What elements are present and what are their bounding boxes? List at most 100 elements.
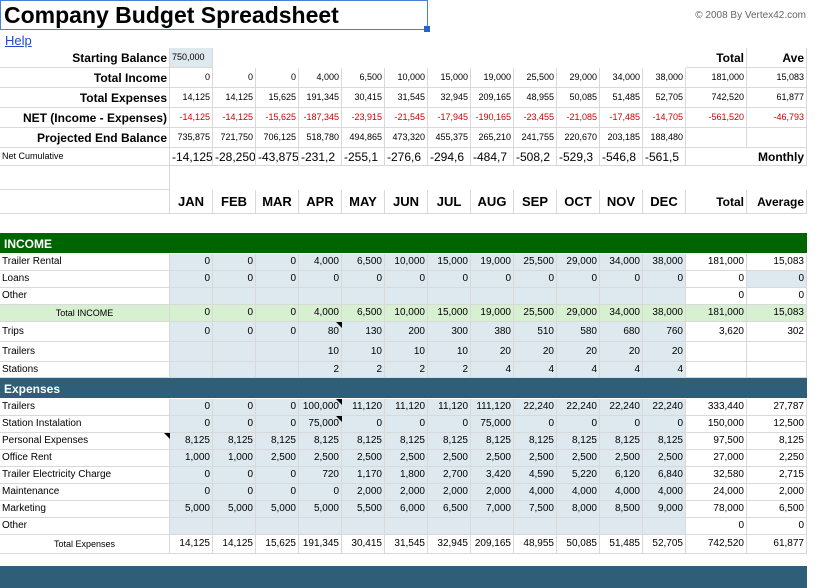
- expense-value[interactable]: 2,500: [557, 450, 600, 467]
- income-value[interactable]: 0: [385, 271, 428, 288]
- title-cell-selection[interactable]: [0, 0, 428, 30]
- expense-value[interactable]: 1,800: [385, 467, 428, 484]
- summary-ave[interactable]: 61,877: [747, 88, 807, 108]
- summary-value[interactable]: 265,210: [471, 128, 514, 148]
- driver-value[interactable]: 510: [514, 322, 557, 342]
- income-value[interactable]: 0: [600, 271, 643, 288]
- month-header[interactable]: NOV: [600, 190, 643, 214]
- expense-value[interactable]: 2,000: [342, 484, 385, 501]
- driver-value[interactable]: 10: [342, 342, 385, 362]
- income-value[interactable]: [256, 288, 299, 305]
- driver-row-label[interactable]: Trips: [0, 322, 170, 342]
- expense-value[interactable]: [299, 518, 342, 535]
- expense-value[interactable]: [385, 518, 428, 535]
- expense-value[interactable]: [213, 518, 256, 535]
- driver-value[interactable]: 0: [256, 322, 299, 342]
- comment-indicator[interactable]: [164, 433, 170, 439]
- expense-value[interactable]: 0: [256, 399, 299, 416]
- summary-value[interactable]: 14,125: [170, 88, 213, 108]
- total-expenses-label[interactable]: Total Expenses: [0, 535, 170, 554]
- income-total[interactable]: 0: [686, 271, 747, 288]
- starting-balance-value[interactable]: 750,000: [170, 48, 213, 68]
- expense-row-label[interactable]: Office Rent: [0, 450, 170, 467]
- summary-row-label[interactable]: NET (Income - Expenses): [0, 108, 170, 128]
- blank-cell[interactable]: [0, 166, 170, 190]
- comment-indicator[interactable]: [336, 399, 342, 405]
- expense-value[interactable]: 8,125: [342, 433, 385, 450]
- net-cumulative-value[interactable]: -294,6: [428, 148, 471, 166]
- expense-value[interactable]: 9,000: [643, 501, 686, 518]
- income-value[interactable]: 0: [213, 271, 256, 288]
- driver-row-label[interactable]: Stations: [0, 362, 170, 378]
- expense-value[interactable]: 0: [299, 484, 342, 501]
- blank-cell[interactable]: [0, 190, 170, 214]
- driver-value[interactable]: 2: [428, 362, 471, 378]
- comment-indicator[interactable]: [336, 322, 342, 328]
- summary-ave[interactable]: [747, 128, 807, 148]
- summary-total[interactable]: 181,000: [686, 68, 747, 88]
- driver-value[interactable]: 20: [471, 342, 514, 362]
- expense-total[interactable]: 24,000: [686, 484, 747, 501]
- expense-value[interactable]: 8,125: [557, 433, 600, 450]
- net-cumulative-value[interactable]: -231,2: [299, 148, 342, 166]
- total-income-value[interactable]: 19,000: [471, 305, 514, 322]
- month-header[interactable]: MAY: [342, 190, 385, 214]
- month-header[interactable]: MAR: [256, 190, 299, 214]
- summary-value[interactable]: -187,345: [299, 108, 342, 128]
- driver-value[interactable]: [213, 342, 256, 362]
- driver-value[interactable]: 0: [213, 322, 256, 342]
- income-value[interactable]: 0: [213, 254, 256, 271]
- expense-avg[interactable]: 6,500: [747, 501, 807, 518]
- expense-value[interactable]: 2,500: [600, 450, 643, 467]
- expense-value[interactable]: 8,125: [600, 433, 643, 450]
- summary-row-label[interactable]: Total Expenses: [0, 88, 170, 108]
- driver-avg[interactable]: [747, 342, 807, 362]
- month-header[interactable]: APR: [299, 190, 342, 214]
- expense-value[interactable]: [170, 518, 213, 535]
- total-income-value[interactable]: 29,000: [557, 305, 600, 322]
- summary-value[interactable]: 30,415: [342, 88, 385, 108]
- total-income-value[interactable]: 15,000: [428, 305, 471, 322]
- expense-value[interactable]: 8,125: [385, 433, 428, 450]
- driver-value[interactable]: 2: [299, 362, 342, 378]
- summary-value[interactable]: 0: [256, 68, 299, 88]
- summary-value[interactable]: -23,915: [342, 108, 385, 128]
- net-cumulative-value[interactable]: -43,875: [256, 148, 299, 166]
- summary-value[interactable]: 31,545: [385, 88, 428, 108]
- total-expenses-value[interactable]: 31,545: [385, 535, 428, 554]
- expense-row-label[interactable]: Maintenance: [0, 484, 170, 501]
- driver-value[interactable]: 10: [385, 342, 428, 362]
- expense-value[interactable]: 2,500: [428, 450, 471, 467]
- summary-value[interactable]: 0: [170, 68, 213, 88]
- expense-value[interactable]: 8,000: [557, 501, 600, 518]
- summary-value[interactable]: 25,500: [514, 68, 557, 88]
- summary-value[interactable]: -21,545: [385, 108, 428, 128]
- driver-avg[interactable]: [747, 362, 807, 378]
- driver-row-label[interactable]: Trailers: [0, 342, 170, 362]
- summary-value[interactable]: 241,755: [514, 128, 557, 148]
- expense-value[interactable]: 6,120: [600, 467, 643, 484]
- expense-value[interactable]: 720: [299, 467, 342, 484]
- summary-value[interactable]: 14,125: [213, 88, 256, 108]
- summary-value[interactable]: -14,125: [213, 108, 256, 128]
- driver-value[interactable]: 200: [385, 322, 428, 342]
- expense-value[interactable]: 0: [213, 484, 256, 501]
- summary-row-label[interactable]: Projected End Balance: [0, 128, 170, 148]
- expense-value[interactable]: 111,120: [471, 399, 514, 416]
- summary-value[interactable]: 220,670: [557, 128, 600, 148]
- expense-row-label[interactable]: Other: [0, 518, 170, 535]
- expense-row-label[interactable]: Personal Expenses: [0, 433, 170, 450]
- expense-value[interactable]: 8,125: [643, 433, 686, 450]
- summary-value[interactable]: -23,455: [514, 108, 557, 128]
- summary-value[interactable]: 0: [213, 68, 256, 88]
- expense-value[interactable]: 11,120: [428, 399, 471, 416]
- expense-value[interactable]: 2,000: [385, 484, 428, 501]
- income-value[interactable]: 0: [557, 271, 600, 288]
- summary-row-label[interactable]: Total Income: [0, 68, 170, 88]
- total-income-label[interactable]: Total INCOME: [0, 305, 170, 322]
- expense-value[interactable]: 5,000: [170, 501, 213, 518]
- expense-value[interactable]: 8,125: [514, 433, 557, 450]
- expense-value[interactable]: 2,500: [299, 450, 342, 467]
- total-expenses-avg[interactable]: 61,877: [747, 535, 807, 554]
- expense-value[interactable]: 22,240: [557, 399, 600, 416]
